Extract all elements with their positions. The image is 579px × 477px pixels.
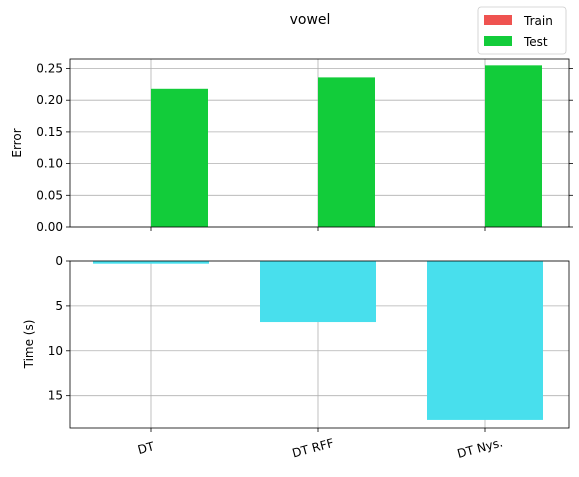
legend-label-train: Train — [523, 14, 553, 28]
time-bar-1 — [93, 261, 209, 264]
error-y-tick-label: 0.00 — [36, 220, 63, 234]
error-bar-test-1 — [151, 88, 208, 227]
x-tick-label: DT — [136, 439, 156, 457]
time-bar-3 — [427, 261, 543, 420]
error-y-tick-label: 0.25 — [36, 62, 63, 76]
error-bar-test-3 — [485, 65, 542, 227]
error-y-tick-label: 0.10 — [36, 157, 63, 171]
chart-title: vowel — [290, 12, 331, 28]
error-y-axis-label: Error — [10, 128, 24, 157]
x-tick-label: DT Nys. — [456, 435, 505, 461]
time-y-tick-label: 10 — [48, 344, 63, 358]
time-bar-2 — [260, 261, 376, 323]
time-y-tick-label: 5 — [55, 299, 63, 313]
time-axes-frame — [69, 260, 570, 429]
error-y-tick-label: 0.20 — [36, 93, 63, 107]
error-y-tick-label: 0.05 — [36, 188, 63, 202]
legend-swatch-train — [484, 15, 512, 25]
error-y-ticks: 0.00 0.05 0.10 0.15 0.20 0.25 — [36, 62, 573, 234]
time-panel: 0 5 10 15 Time (s) DT DT RFF DT Nys. — [22, 254, 570, 461]
error-bar-test-2 — [318, 77, 375, 227]
error-y-tick-label: 0.15 — [36, 125, 63, 139]
error-panel: 0.00 0.05 0.10 0.15 0.20 0.25 Error — [10, 58, 573, 234]
error-axes-frame — [69, 58, 570, 228]
x-axis-tick-labels: DT DT RFF DT Nys. — [136, 435, 504, 461]
legend-swatch-test — [484, 36, 512, 46]
legend: Train Test — [477, 6, 567, 55]
time-y-tick-label: 15 — [48, 389, 63, 403]
legend-label-test: Test — [523, 35, 548, 49]
legend-frame — [477, 6, 567, 55]
time-y-axis-label: Time (s) — [22, 320, 36, 370]
x-tick-label: DT RFF — [291, 436, 336, 461]
time-bars — [93, 261, 543, 420]
error-bars — [151, 65, 542, 227]
time-y-ticks: 0 5 10 15 — [48, 254, 486, 432]
time-y-tick-label: 0 — [55, 254, 63, 268]
